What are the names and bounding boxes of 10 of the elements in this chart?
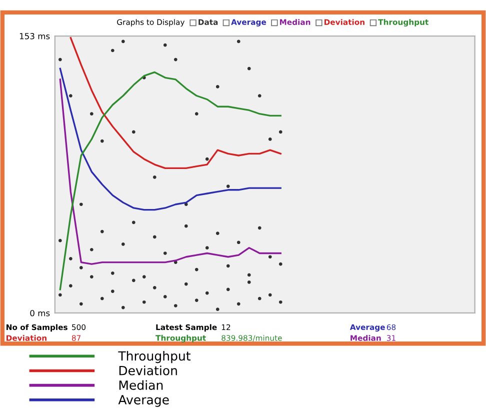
- y-tick-label: 0 ms: [30, 310, 50, 316]
- legend-label: Deviation: [119, 366, 177, 376]
- y-tick-label: 153 ms: [20, 33, 50, 40]
- legend-label: Median: [119, 380, 163, 390]
- legend-label: Throughput: [118, 351, 190, 364]
- line-series: [59, 68, 282, 211]
- line-series: [59, 78, 282, 265]
- legend-label: Average: [118, 395, 169, 407]
- line-series: [59, 71, 282, 290]
- line-series: [70, 36, 282, 169]
